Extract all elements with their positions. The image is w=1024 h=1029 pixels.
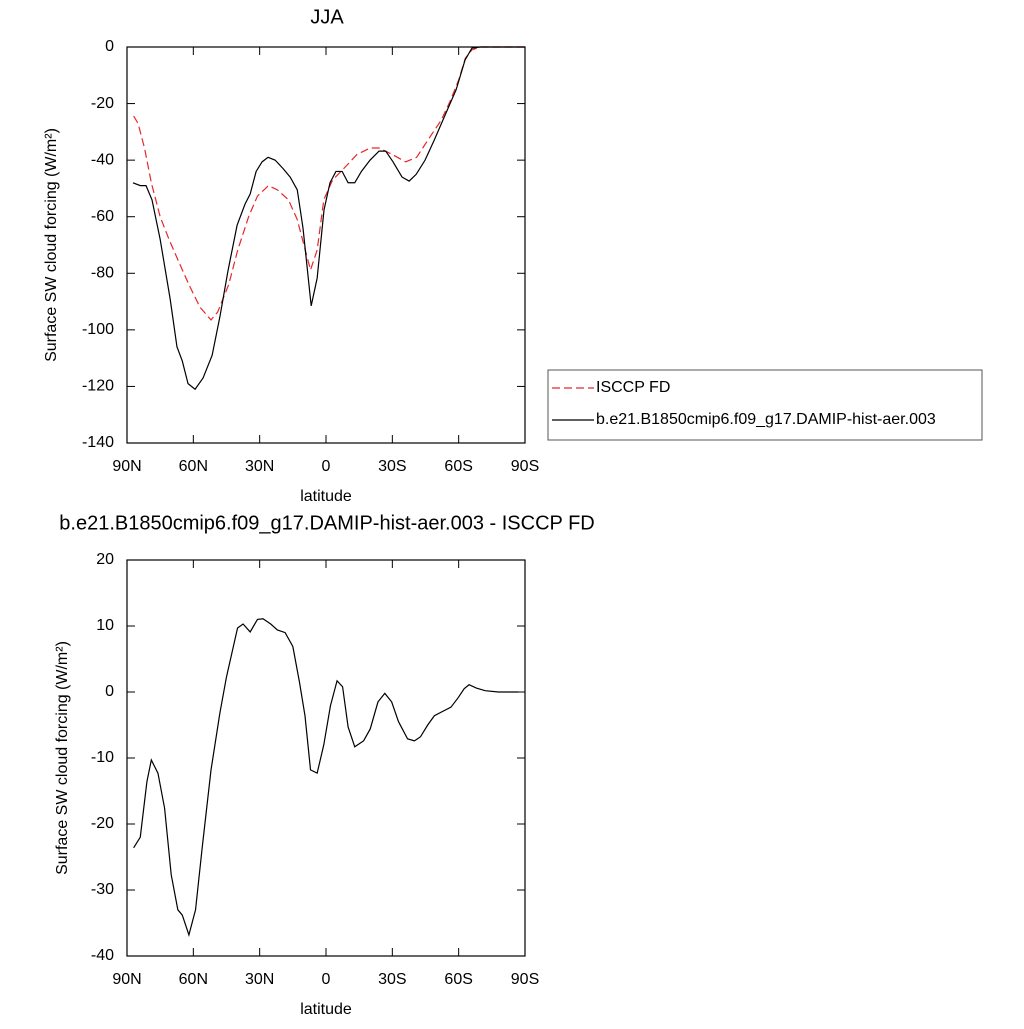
x-axis-label: latitude: [300, 488, 352, 505]
plot-frame: [126, 559, 526, 957]
y-axis-label: Surface SW cloud forcing (W/m²): [54, 641, 71, 875]
x-tick-label: 90S: [511, 971, 539, 988]
x-tick-label: 90S: [511, 458, 539, 475]
y-tick-label: -30: [91, 881, 114, 898]
y-tick-label: -40: [91, 947, 114, 964]
y-tick-label: -10: [91, 749, 114, 766]
x-tick-label: 0: [322, 458, 331, 475]
y-tick-label: -100: [82, 321, 114, 338]
x-tick-label: 90N: [112, 971, 141, 988]
x-tick-label: 0: [322, 971, 331, 988]
x-tick-label: 30S: [378, 971, 406, 988]
y-tick-label: 10: [96, 617, 114, 634]
y-tick-label: 20: [96, 551, 114, 568]
data-line: [132, 46, 525, 391]
x-tick-label: 30N: [245, 971, 274, 988]
legend-box: [547, 369, 983, 441]
y-tick-label: -140: [82, 434, 114, 451]
legend-label: b.e21.B1850cmip6.f09_g17.DAMIP-hist-aer.…: [596, 411, 936, 428]
x-tick-label: 90N: [112, 458, 141, 475]
legend-label: ISCCP FD: [596, 379, 670, 396]
y-tick-label: -120: [82, 378, 114, 395]
x-tick-label: 60S: [444, 458, 472, 475]
x-tick-label: 60S: [444, 971, 472, 988]
x-tick-label: 30N: [245, 458, 274, 475]
data-line: [133, 618, 519, 937]
y-tick-label: -20: [91, 815, 114, 832]
x-tick-label: 30S: [378, 458, 406, 475]
chart-title: JJA: [310, 6, 344, 28]
y-tick-label: 0: [105, 683, 114, 700]
y-tick-label: -60: [91, 208, 114, 225]
data-line: [133, 46, 525, 321]
y-axis-label: Surface SW cloud forcing (W/m²): [43, 128, 60, 362]
y-tick-label: -20: [91, 95, 114, 112]
x-axis-label: latitude: [300, 1001, 352, 1018]
x-tick-label: 60N: [179, 971, 208, 988]
chart-title: b.e21.B1850cmip6.f09_g17.DAMIP-hist-aer.…: [59, 512, 594, 534]
plot-frame: [126, 46, 526, 444]
y-tick-label: 0: [105, 38, 114, 55]
y-tick-label: -80: [91, 265, 114, 282]
x-tick-label: 60N: [179, 458, 208, 475]
y-tick-label: -40: [91, 151, 114, 168]
